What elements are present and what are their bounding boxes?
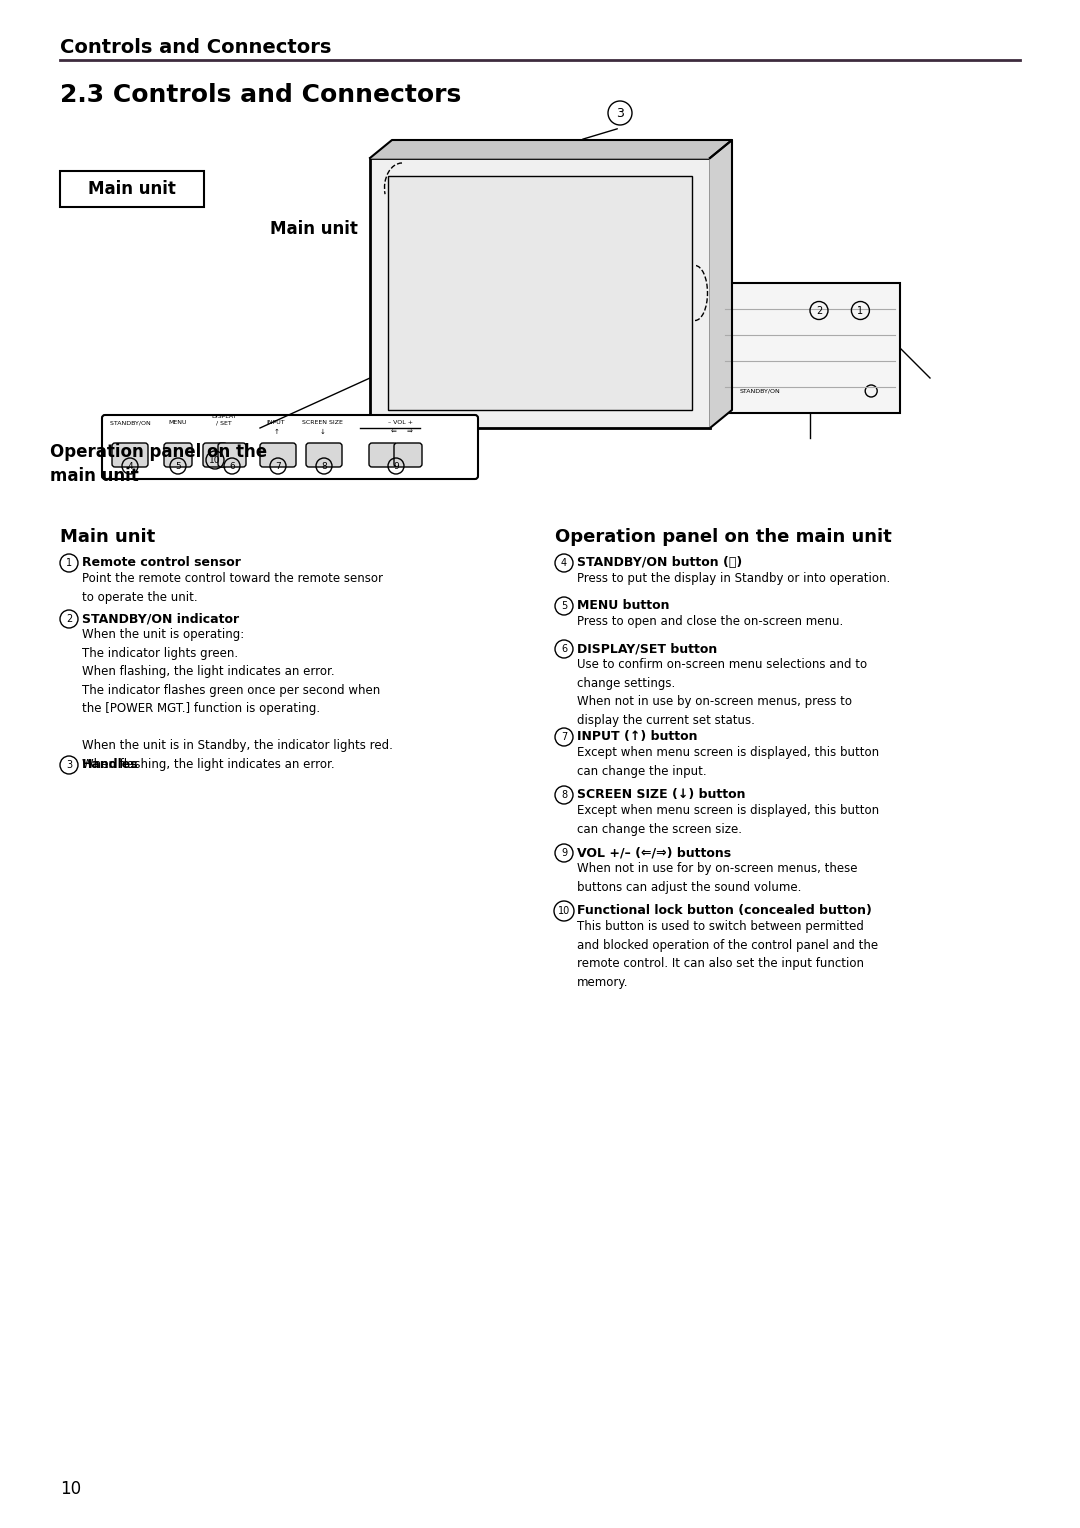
Text: Handles: Handles xyxy=(82,758,138,772)
Text: 4: 4 xyxy=(561,558,567,568)
Text: Main unit: Main unit xyxy=(89,180,176,199)
Text: 7: 7 xyxy=(275,461,281,471)
Text: DISPLAY
/ SET: DISPLAY / SET xyxy=(212,414,237,425)
Text: 3: 3 xyxy=(616,107,624,119)
Text: STANDBY/ON: STANDBY/ON xyxy=(106,420,150,425)
Text: When not in use for by on-screen menus, these
buttons can adjust the sound volum: When not in use for by on-screen menus, … xyxy=(577,862,858,894)
Text: STANDBY/ON: STANDBY/ON xyxy=(740,388,781,394)
Text: 1: 1 xyxy=(858,306,864,315)
Text: Except when menu screen is displayed, this button
can change the screen size.: Except when menu screen is displayed, th… xyxy=(577,804,879,836)
FancyBboxPatch shape xyxy=(370,157,710,428)
Text: Except when menu screen is displayed, this button
can change the input.: Except when menu screen is displayed, th… xyxy=(577,746,879,778)
Text: 2: 2 xyxy=(66,614,72,623)
Polygon shape xyxy=(370,141,732,157)
Text: Main unit: Main unit xyxy=(60,529,156,545)
Text: 10: 10 xyxy=(558,906,570,915)
Text: DISPLAY/SET button: DISPLAY/SET button xyxy=(577,642,717,656)
Text: Use to confirm on-screen menu selections and to
change settings.
When not in use: Use to confirm on-screen menu selections… xyxy=(577,659,867,726)
Text: SCREEN SIZE: SCREEN SIZE xyxy=(301,420,342,425)
Text: Functional lock button (concealed button): Functional lock button (concealed button… xyxy=(577,905,872,917)
Text: – VOL +: – VOL + xyxy=(388,420,413,425)
FancyBboxPatch shape xyxy=(164,443,192,468)
Text: 6: 6 xyxy=(561,643,567,654)
Text: MENU button: MENU button xyxy=(577,599,670,613)
FancyBboxPatch shape xyxy=(260,443,296,468)
Text: MENU: MENU xyxy=(168,420,187,425)
Text: STANDBY/ON button (⏻): STANDBY/ON button (⏻) xyxy=(577,556,742,568)
Text: Operation panel on the main unit: Operation panel on the main unit xyxy=(555,529,892,545)
Text: 8: 8 xyxy=(561,790,567,801)
Text: 3: 3 xyxy=(66,759,72,770)
Text: 2.3 Controls and Connectors: 2.3 Controls and Connectors xyxy=(60,83,461,107)
Text: 10: 10 xyxy=(210,455,220,465)
FancyBboxPatch shape xyxy=(388,176,692,410)
Text: This button is used to switch between permitted
and blocked operation of the con: This button is used to switch between pe… xyxy=(577,920,878,989)
FancyBboxPatch shape xyxy=(394,443,422,468)
Text: Operation panel on the
main unit: Operation panel on the main unit xyxy=(50,443,267,484)
Text: Remote control sensor: Remote control sensor xyxy=(82,556,241,568)
Polygon shape xyxy=(710,141,732,428)
Text: 5: 5 xyxy=(175,461,180,471)
Text: 6: 6 xyxy=(229,461,234,471)
Text: When the unit is operating:
The indicator lights green.
When flashing, the light: When the unit is operating: The indicato… xyxy=(82,628,393,770)
Text: 9: 9 xyxy=(561,848,567,859)
Text: ↓: ↓ xyxy=(320,429,326,435)
Text: Controls and Connectors: Controls and Connectors xyxy=(60,38,332,57)
FancyBboxPatch shape xyxy=(112,443,148,468)
Text: Main unit: Main unit xyxy=(270,220,357,238)
FancyBboxPatch shape xyxy=(60,171,204,206)
Text: ↑: ↑ xyxy=(274,429,280,435)
Text: 1: 1 xyxy=(66,558,72,568)
FancyBboxPatch shape xyxy=(369,443,397,468)
FancyBboxPatch shape xyxy=(720,283,900,413)
Text: ⇐: ⇐ xyxy=(391,429,397,435)
Text: 7: 7 xyxy=(561,732,567,743)
Text: 4: 4 xyxy=(127,461,133,471)
Text: STANDBY/ON indicator: STANDBY/ON indicator xyxy=(82,613,239,625)
FancyBboxPatch shape xyxy=(218,443,246,468)
Text: INPUT (↑) button: INPUT (↑) button xyxy=(577,730,698,743)
FancyBboxPatch shape xyxy=(306,443,342,468)
Text: 5: 5 xyxy=(561,601,567,611)
Text: SCREEN SIZE (↓) button: SCREEN SIZE (↓) button xyxy=(577,788,745,801)
Text: VOL +/– (⇐/⇒) buttons: VOL +/– (⇐/⇒) buttons xyxy=(577,847,731,859)
Text: ⇒: ⇒ xyxy=(407,429,413,435)
FancyBboxPatch shape xyxy=(203,443,227,468)
FancyBboxPatch shape xyxy=(102,416,478,478)
Text: Point the remote control toward the remote sensor
to operate the unit.: Point the remote control toward the remo… xyxy=(82,571,383,604)
Text: 10: 10 xyxy=(60,1481,81,1497)
Text: 2: 2 xyxy=(815,306,822,315)
Text: 9: 9 xyxy=(393,461,399,471)
Text: 8: 8 xyxy=(321,461,327,471)
Text: Press to put the display in Standby or into operation.: Press to put the display in Standby or i… xyxy=(577,571,890,585)
Text: INPUT: INPUT xyxy=(267,420,285,425)
Text: Press to open and close the on-screen menu.: Press to open and close the on-screen me… xyxy=(577,614,843,628)
